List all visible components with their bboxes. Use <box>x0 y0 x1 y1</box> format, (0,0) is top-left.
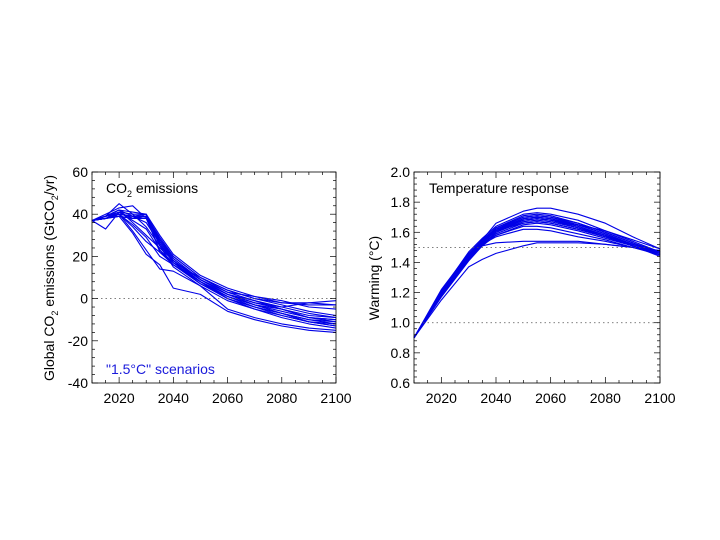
emissions-y-tick-label: -40 <box>68 375 88 391</box>
temperature-series-line <box>413 213 661 339</box>
temperature-x-tick-label: 2080 <box>590 390 621 406</box>
emissions-x-tick-label: 2080 <box>266 390 297 406</box>
emissions-x-tick-label: 2060 <box>212 390 243 406</box>
emissions-x-tick-label: 2100 <box>320 390 351 406</box>
emissions-y-tick-label: 20 <box>72 248 88 264</box>
temperature-y-tick-label: 2.0 <box>391 164 411 180</box>
temperature-panel-title: Temperature response <box>429 180 569 196</box>
temperature-x-tick-label: 2020 <box>426 390 457 406</box>
temperature-x-tick-label: 2040 <box>480 390 511 406</box>
emissions-series-line <box>91 215 337 323</box>
temperature-series-line <box>413 207 661 339</box>
temperature-series-line <box>413 215 661 339</box>
emissions-y-axis-title: Global CO2 emissions (GtCO2/yr) <box>41 175 60 381</box>
scenarios-annotation: "1.5°C" scenarios <box>106 361 215 377</box>
emissions-y-tick-label: -20 <box>68 333 88 349</box>
emissions-series-line <box>91 209 337 325</box>
temperature-x-tick-label: 2100 <box>644 390 675 406</box>
temperature-reference-lines <box>414 246 660 324</box>
emissions-series-line <box>91 213 337 325</box>
emissions-y-tick-label: 60 <box>72 164 88 180</box>
temperature-tick-labels: 2020 2040 2060 2080 2100 0.6 0.8 1.0 1.2 1.4 1.6 1.… <box>391 164 676 406</box>
temperature-y-tick-label: 1.0 <box>391 315 411 331</box>
temperature-series-line <box>413 242 661 339</box>
temperature-y-axis-title: Warming (°C) <box>366 236 382 320</box>
emissions-y-tick-label: 40 <box>72 206 88 222</box>
temperature-series-line <box>413 218 661 339</box>
temperature-x-tick-label: 2060 <box>535 390 566 406</box>
temperature-panel: 2020 2040 2060 2080 2100 0.6 0.8 1.0 1.2 1.4 1.6 1.… <box>366 164 676 406</box>
temperature-y-tick-label: 0.8 <box>391 345 411 361</box>
temperature-ticks <box>413 171 661 384</box>
emissions-x-tick-label: 2020 <box>104 390 135 406</box>
temperature-y-tick-label: 1.8 <box>391 194 411 210</box>
emissions-plot-frame <box>91 171 337 384</box>
emissions-series-line <box>91 211 337 306</box>
emissions-panel-title: CO2 emissions <box>106 180 198 199</box>
emissions-series-line <box>91 213 337 321</box>
emissions-series-line <box>91 213 337 319</box>
temperature-series-line <box>413 216 661 339</box>
temperature-y-tick-label: 1.4 <box>391 254 411 270</box>
temperature-series-group <box>413 207 661 339</box>
temperature-y-tick-label: 0.6 <box>391 375 411 391</box>
emissions-ticks <box>91 171 337 384</box>
temperature-series-line <box>413 221 661 339</box>
temperature-y-tick-label: 1.2 <box>391 285 411 301</box>
temperature-y-tick-label: 1.6 <box>391 224 411 240</box>
emissions-y-tick-label: 0 <box>80 291 88 307</box>
emissions-series-line <box>91 215 337 323</box>
emissions-series-group <box>91 203 337 333</box>
emissions-x-tick-label: 2040 <box>158 390 189 406</box>
temperature-series-line <box>413 240 661 339</box>
